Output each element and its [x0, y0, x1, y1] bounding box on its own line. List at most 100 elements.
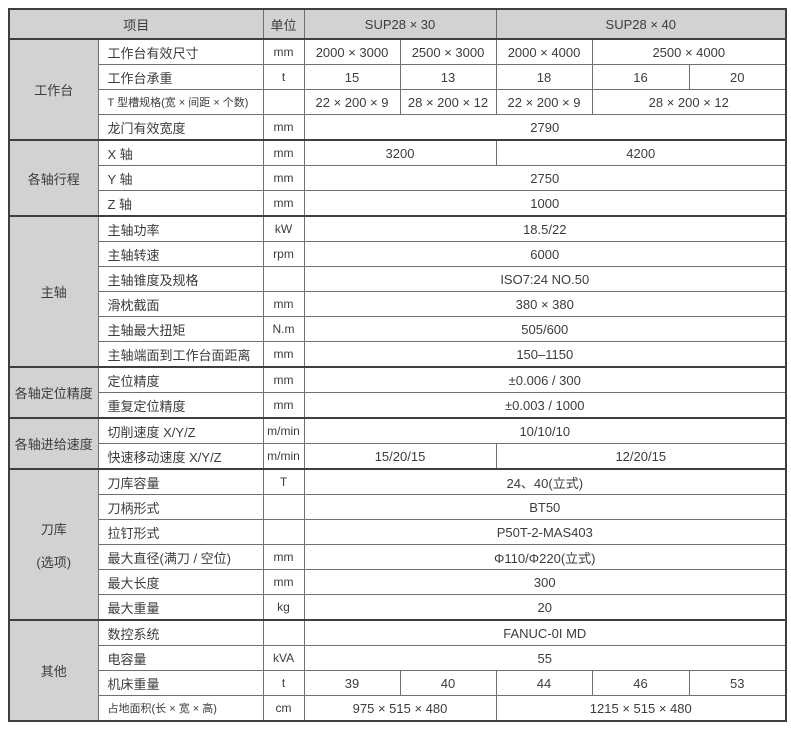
- row-unit: m/min: [262, 417, 305, 444]
- row-label: 工作台承重: [97, 64, 264, 90]
- row-label: 最大重量: [97, 594, 264, 621]
- table-row: 各轴进给速度 切削速度 X/Y/Z m/min 10/10/10: [8, 417, 787, 470]
- row-value: 22 × 200 × 9: [303, 89, 401, 115]
- row-unit: mm: [262, 190, 305, 217]
- row-label: 主轴功率: [97, 215, 264, 242]
- row-label: T 型槽规格(宽 × 间距 × 个数): [97, 89, 264, 115]
- group-label-spindle: 主轴: [8, 215, 99, 368]
- row-unit: rpm: [262, 241, 305, 267]
- row-value: 24、40(立式): [303, 468, 787, 495]
- row-value: FANUC-0I MD: [303, 619, 787, 646]
- group-label-positioning-accuracy: 各轴定位精度: [8, 366, 99, 419]
- table-row: 滑枕截面 mm 380 × 380: [9, 291, 787, 317]
- table-row: 刀柄形式 BT50: [9, 494, 787, 520]
- row-label: Y 轴: [97, 165, 264, 191]
- row-label: 龙门有效宽度: [97, 114, 264, 141]
- row-label: 快速移动速度 X/Y/Z: [97, 443, 264, 470]
- row-label: 最大长度: [97, 569, 264, 595]
- row-label: 刀库容量: [97, 468, 264, 495]
- row-value: 28 × 200 × 12: [591, 89, 787, 115]
- table-row: 主轴锥度及规格 ISO7:24 NO.50: [9, 266, 787, 292]
- row-unit: [262, 89, 305, 115]
- row-value: 1000: [303, 190, 787, 217]
- row-value: 975 × 515 × 480: [303, 695, 497, 722]
- table-row: 主轴端面到工作台面距离 mm 150–1150: [9, 341, 787, 368]
- row-value: ±0.003 / 1000: [303, 392, 787, 419]
- table-row: 拉钉形式 P50T-2-MAS403: [9, 519, 787, 545]
- table-row: 刀库 (选项) 刀库容量 T 24、40(立式): [8, 468, 787, 621]
- row-label: 重复定位精度: [97, 392, 264, 419]
- row-label: X 轴: [97, 139, 264, 166]
- table-row: 各轴定位精度 定位精度 mm ±0.006 / 300: [8, 366, 787, 419]
- row-value: 1215 × 515 × 480: [495, 695, 787, 722]
- row-unit: [262, 619, 305, 646]
- row-value: 44: [495, 670, 593, 696]
- table-row: 工作台承重 t 15 13 18 16 20: [9, 64, 787, 90]
- row-label: 占地面积(长 × 宽 × 高): [97, 695, 264, 722]
- row-label: 拉钉形式: [97, 519, 264, 545]
- table-row: 电容量 kVA 55: [9, 645, 787, 671]
- row-unit: mm: [262, 165, 305, 191]
- row-unit: T: [262, 468, 305, 495]
- group-label-tool-magazine: 刀库 (选项): [8, 468, 99, 621]
- row-unit: mm: [262, 139, 305, 166]
- table-row: Z 轴 mm 1000: [9, 190, 787, 217]
- row-value: 18: [495, 64, 593, 90]
- row-value: 2790: [303, 114, 787, 141]
- row-value: 13: [399, 64, 497, 90]
- row-label: Z 轴: [97, 190, 264, 217]
- table-row: 主轴转速 rpm 6000: [9, 241, 787, 267]
- row-unit: mm: [262, 366, 305, 393]
- table-row: 占地面积(长 × 宽 × 高) cm 975 × 515 × 480 1215 …: [9, 695, 787, 722]
- group-label-other: 其他: [8, 619, 99, 722]
- row-unit: mm: [262, 569, 305, 595]
- row-unit: [262, 266, 305, 292]
- row-value: 22 × 200 × 9: [495, 89, 593, 115]
- spec-table: 项目 单位 SUP28 × 30 SUP28 × 40 工作台 工作台有效尺寸 …: [8, 8, 788, 722]
- table-row: 最大直径(满刀 / 空位) mm Φ110/Φ220(立式): [9, 544, 787, 570]
- table-row: 主轴最大扭矩 N.m 505/600: [9, 316, 787, 342]
- table-row: 最大重量 kg 20: [9, 594, 787, 621]
- row-value: 505/600: [303, 316, 787, 342]
- row-label: 主轴锥度及规格: [97, 266, 264, 292]
- row-label: 主轴转速: [97, 241, 264, 267]
- table-row: 快速移动速度 X/Y/Z m/min 15/20/15 12/20/15: [9, 443, 787, 470]
- table-row: 工作台 工作台有效尺寸 mm 2000 × 3000 2500 × 3000 2…: [8, 38, 787, 141]
- row-unit: [262, 519, 305, 545]
- row-unit: mm: [262, 114, 305, 141]
- row-value: 300: [303, 569, 787, 595]
- row-unit: [262, 494, 305, 520]
- row-value: P50T-2-MAS403: [303, 519, 787, 545]
- row-unit: kVA: [262, 645, 305, 671]
- row-value: 18.5/22: [303, 215, 787, 242]
- row-value: 2000 × 4000: [495, 38, 593, 65]
- row-value: 53: [688, 670, 787, 696]
- row-value: 46: [591, 670, 690, 696]
- table-row: 龙门有效宽度 mm 2790: [9, 114, 787, 141]
- row-unit: mm: [262, 544, 305, 570]
- table-row: T 型槽规格(宽 × 间距 × 个数) 22 × 200 × 9 28 × 20…: [9, 89, 787, 115]
- row-value: 380 × 380: [303, 291, 787, 317]
- row-value: BT50: [303, 494, 787, 520]
- row-unit: kg: [262, 594, 305, 621]
- row-value: 40: [399, 670, 497, 696]
- row-label: 工作台有效尺寸: [97, 38, 264, 65]
- header-model-sup28x30: SUP28 × 30: [303, 8, 497, 40]
- row-value: 2500 × 4000: [591, 38, 787, 65]
- row-unit: t: [262, 64, 305, 90]
- row-label: 刀柄形式: [97, 494, 264, 520]
- row-label: 主轴端面到工作台面距离: [97, 341, 264, 368]
- row-label: 滑枕截面: [97, 291, 264, 317]
- header-model-sup28x40: SUP28 × 40: [495, 8, 787, 40]
- group-label-worktable: 工作台: [8, 38, 99, 141]
- row-label: 主轴最大扭矩: [97, 316, 264, 342]
- group-label-feed-speed: 各轴进给速度: [8, 417, 99, 470]
- header-unit: 单位: [262, 8, 305, 40]
- row-value: 12/20/15: [495, 443, 787, 470]
- table-row: 最大长度 mm 300: [9, 569, 787, 595]
- row-unit: m/min: [262, 443, 305, 470]
- header-row: 项目 单位 SUP28 × 30 SUP28 × 40: [8, 8, 787, 40]
- table-row: Y 轴 mm 2750: [9, 165, 787, 191]
- row-value: ISO7:24 NO.50: [303, 266, 787, 292]
